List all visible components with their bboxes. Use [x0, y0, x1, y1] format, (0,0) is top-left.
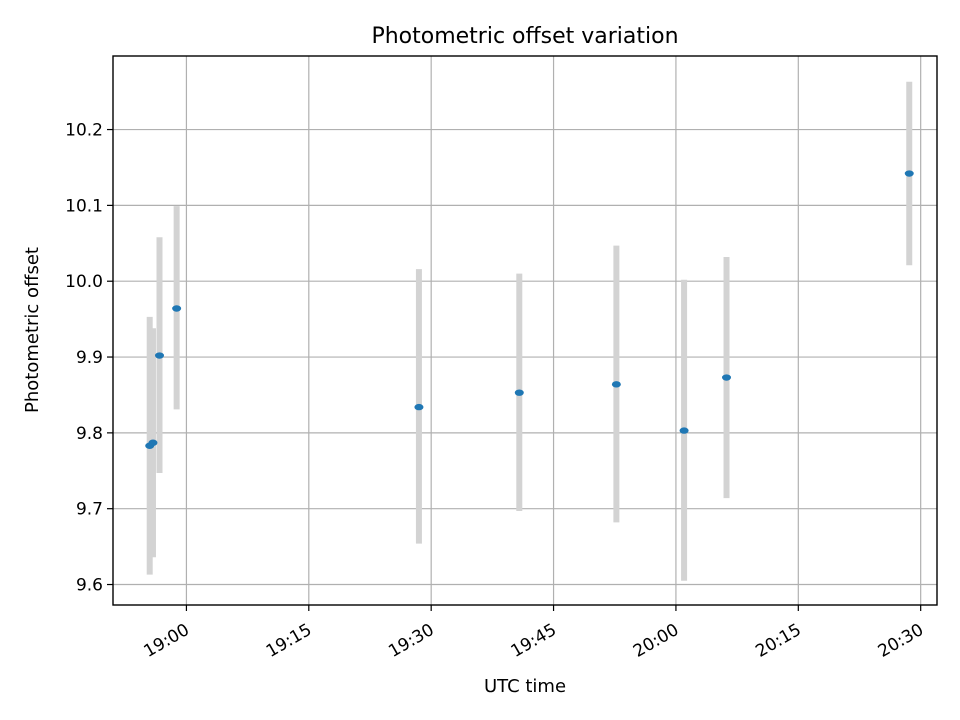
y-axis-label: Photometric offset [22, 247, 43, 413]
y-axis: 9.6 9.7 9.8 9.9 10.0 10.1 10.2 [65, 121, 113, 596]
x-tick-label: 19:45 [508, 620, 560, 662]
x-tick-label: 20:00 [630, 620, 682, 662]
x-tick-label: 20:30 [875, 620, 927, 662]
y-tick-label: 9.6 [76, 576, 103, 596]
y-tick-label: 9.7 [76, 500, 103, 520]
plot-frame [112, 55, 938, 606]
data-point [904, 170, 914, 177]
x-axis: 19:00 19:15 19:30 19:45 20:00 20:15 20:30 [140, 605, 927, 662]
error-bars [146, 81, 913, 581]
data-point [414, 403, 424, 411]
data-point [514, 389, 524, 396]
data-point [722, 374, 732, 381]
data-point [679, 427, 689, 434]
data-point [172, 305, 182, 312]
chart-title: Photometric offset variation [371, 24, 678, 49]
y-tick-label: 10.0 [65, 272, 103, 292]
data-point [611, 381, 621, 388]
grid [113, 56, 937, 605]
data-point [148, 439, 158, 446]
y-tick-label: 9.9 [76, 348, 103, 368]
data-points [145, 170, 914, 449]
x-tick-label: 19:15 [263, 620, 315, 662]
y-tick-label: 9.8 [76, 424, 103, 444]
data-point [155, 352, 165, 359]
x-tick-label: 20:15 [752, 620, 804, 662]
y-tick-label: 10.2 [65, 121, 103, 141]
x-tick-label: 19:00 [140, 620, 192, 662]
y-tick-label: 10.1 [65, 196, 103, 216]
x-axis-label: UTC time [484, 676, 566, 697]
x-tick-label: 19:30 [385, 620, 437, 662]
